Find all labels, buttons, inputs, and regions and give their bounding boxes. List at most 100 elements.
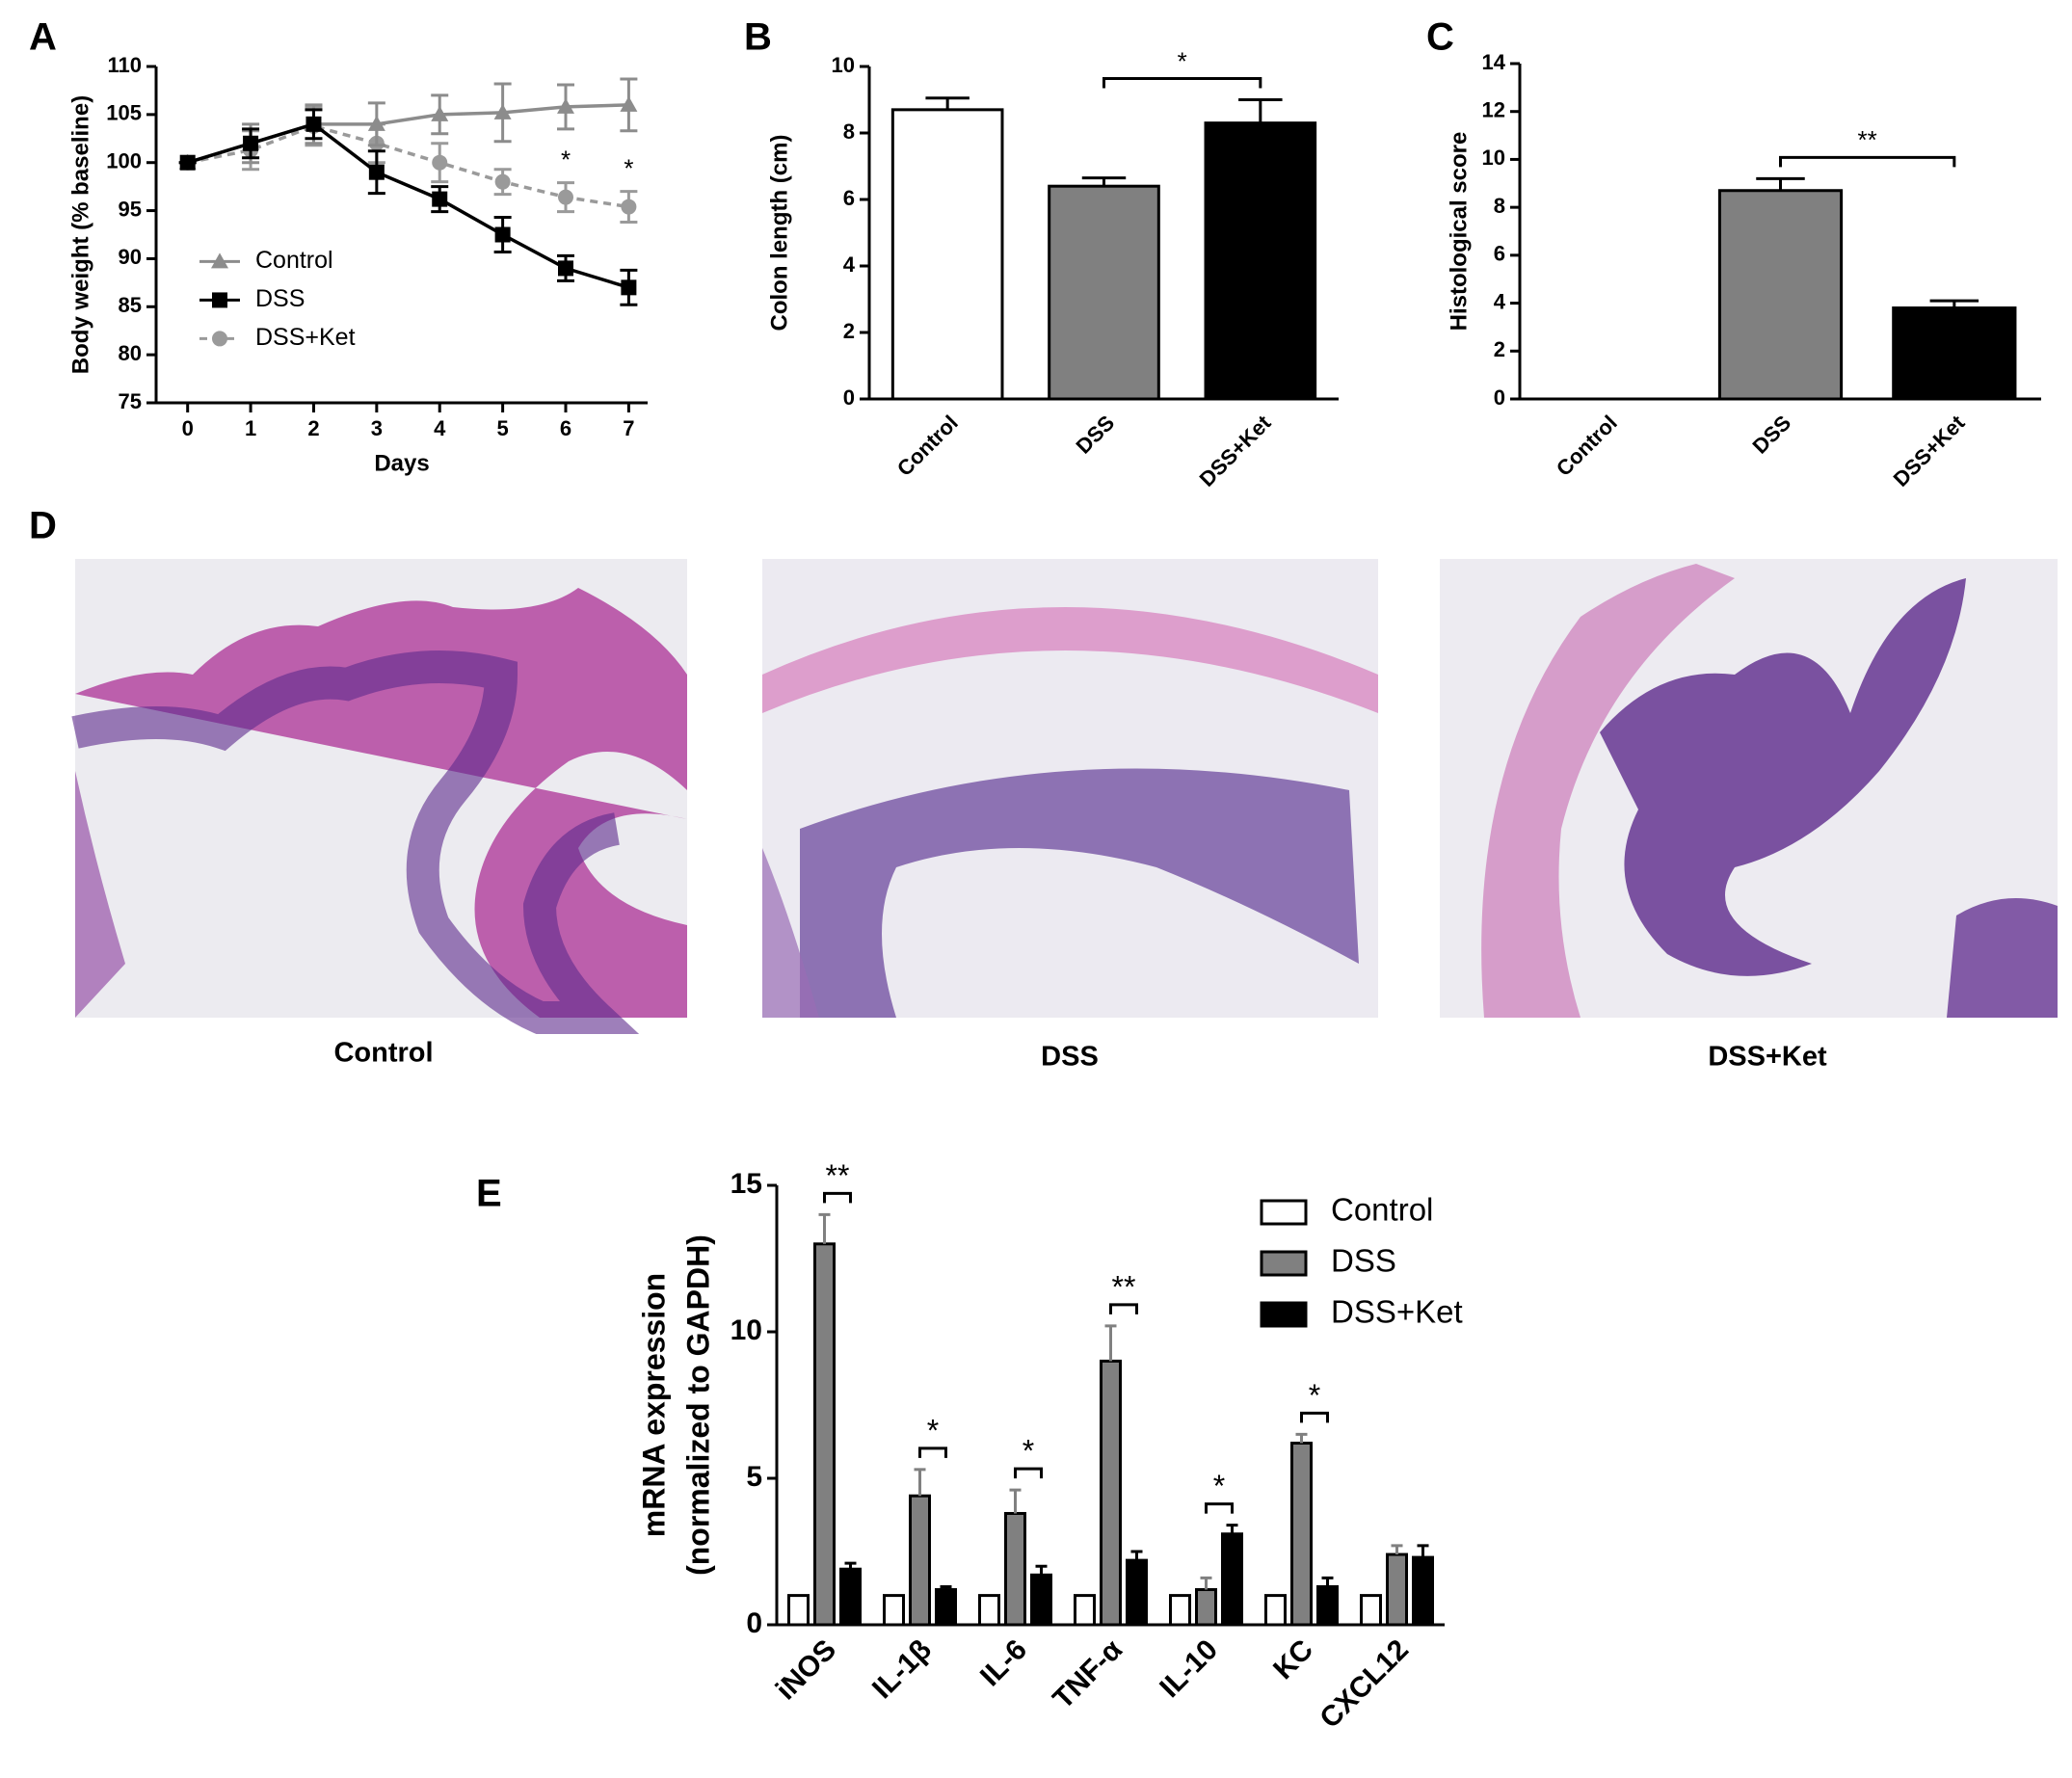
tissue	[762, 607, 1378, 713]
bar	[890, 108, 1004, 401]
error-bar	[1929, 299, 1979, 308]
panel-letter: A	[29, 16, 57, 59]
legend-label: DSS+Ket	[255, 324, 356, 351]
y-tick-label: 14	[1482, 50, 1506, 74]
legend-swatch	[1260, 1199, 1308, 1226]
y-tick-label: 80	[119, 341, 142, 365]
y-tick-label: 8	[1494, 194, 1505, 218]
y-tick-label: 85	[119, 293, 142, 317]
significance-label: **	[1112, 1269, 1136, 1304]
legend-label: DSS	[1331, 1243, 1396, 1279]
y-tick-label: 5	[746, 1461, 762, 1493]
caption: DSS	[1041, 1042, 1099, 1073]
error-bar	[914, 1468, 926, 1497]
marker	[558, 189, 573, 205]
crypts	[1947, 898, 2058, 1018]
marker	[432, 191, 448, 207]
legend-label: DSS	[255, 285, 305, 312]
bar	[1892, 306, 2017, 401]
bar	[787, 1594, 810, 1627]
error-bar	[1081, 176, 1127, 187]
x-tick-label: 2	[307, 416, 319, 440]
error-bar	[1756, 176, 1805, 191]
series-line	[187, 121, 629, 290]
significance-label: *	[1178, 46, 1187, 75]
panel-letter: B	[744, 16, 772, 59]
error-bar	[818, 1212, 831, 1244]
bar	[1316, 1584, 1339, 1627]
y-tick-label: 4	[1494, 289, 1506, 313]
marker	[305, 116, 322, 132]
y-tick-label: 95	[119, 197, 142, 221]
significance-bracket	[823, 1191, 852, 1204]
marker	[621, 199, 637, 215]
bar	[935, 1588, 957, 1627]
significance-label: *	[624, 154, 633, 183]
error-bar	[1238, 98, 1283, 123]
bar	[1074, 1594, 1096, 1627]
marker	[494, 226, 511, 243]
significance-bracket	[918, 1446, 947, 1458]
significance-label: *	[927, 1413, 939, 1447]
panel-letter: C	[1426, 16, 1454, 59]
significance-bracket	[1102, 77, 1262, 89]
bar	[1004, 1511, 1026, 1627]
y-axis-label: (normalized to GAPDH)	[680, 1234, 715, 1576]
error-bar	[1130, 1550, 1143, 1561]
significance-label: *	[561, 146, 571, 174]
significance-label: **	[826, 1158, 850, 1193]
panel-letter: E	[476, 1173, 502, 1215]
marker	[211, 252, 228, 269]
bar	[1360, 1594, 1382, 1627]
error-bar	[1321, 1576, 1334, 1587]
bar	[883, 1594, 905, 1627]
marker	[212, 292, 227, 308]
significance-label: **	[1858, 125, 1877, 154]
bar	[909, 1494, 931, 1627]
y-tick-label: 0	[1494, 385, 1505, 410]
crypts	[71, 650, 640, 1034]
marker	[432, 154, 448, 171]
tissue	[762, 848, 819, 1018]
error-bar	[925, 96, 970, 110]
y-axis-label: Body weight (% baseline)	[67, 95, 93, 374]
error-bar	[1226, 1524, 1238, 1534]
y-tick-label: 10	[731, 1314, 762, 1346]
micrograph-control	[71, 559, 687, 1034]
y-axis-label: Histological score	[1446, 132, 1472, 332]
significance-bracket	[1014, 1467, 1043, 1479]
bar	[1048, 184, 1160, 401]
error-bar	[1417, 1544, 1429, 1558]
bar	[1126, 1558, 1148, 1627]
caption: DSS+Ket	[1708, 1042, 1827, 1073]
marker	[179, 154, 196, 171]
bar	[978, 1594, 1000, 1627]
x-tick-label: 6	[560, 416, 571, 440]
micrograph-dss-ket	[1440, 559, 2058, 1018]
y-tick-label: 6	[843, 186, 855, 210]
y-tick-label: 2	[1494, 337, 1505, 361]
y-tick-label: 0	[746, 1607, 762, 1639]
bar	[1195, 1588, 1217, 1627]
caption: Control	[333, 1038, 433, 1069]
error-bar	[1035, 1564, 1048, 1576]
y-tick-label: 12	[1482, 98, 1505, 122]
x-tick-label: 7	[623, 416, 634, 440]
bar	[1717, 189, 1844, 401]
bar	[1386, 1552, 1408, 1627]
x-tick-label: 1	[245, 416, 256, 440]
y-tick-label: 10	[832, 53, 855, 77]
marker	[367, 115, 385, 131]
marker	[620, 95, 638, 112]
bar	[1030, 1573, 1052, 1627]
significance-label: *	[1023, 1434, 1034, 1469]
error-bar	[940, 1584, 952, 1590]
series-line	[187, 123, 629, 209]
marker	[431, 105, 449, 121]
significance-label: *	[1309, 1378, 1320, 1413]
y-tick-label: 105	[106, 101, 142, 125]
y-axis-label: Colon length (cm)	[766, 135, 792, 332]
marker	[494, 173, 511, 190]
y-tick-label: 75	[119, 389, 142, 413]
